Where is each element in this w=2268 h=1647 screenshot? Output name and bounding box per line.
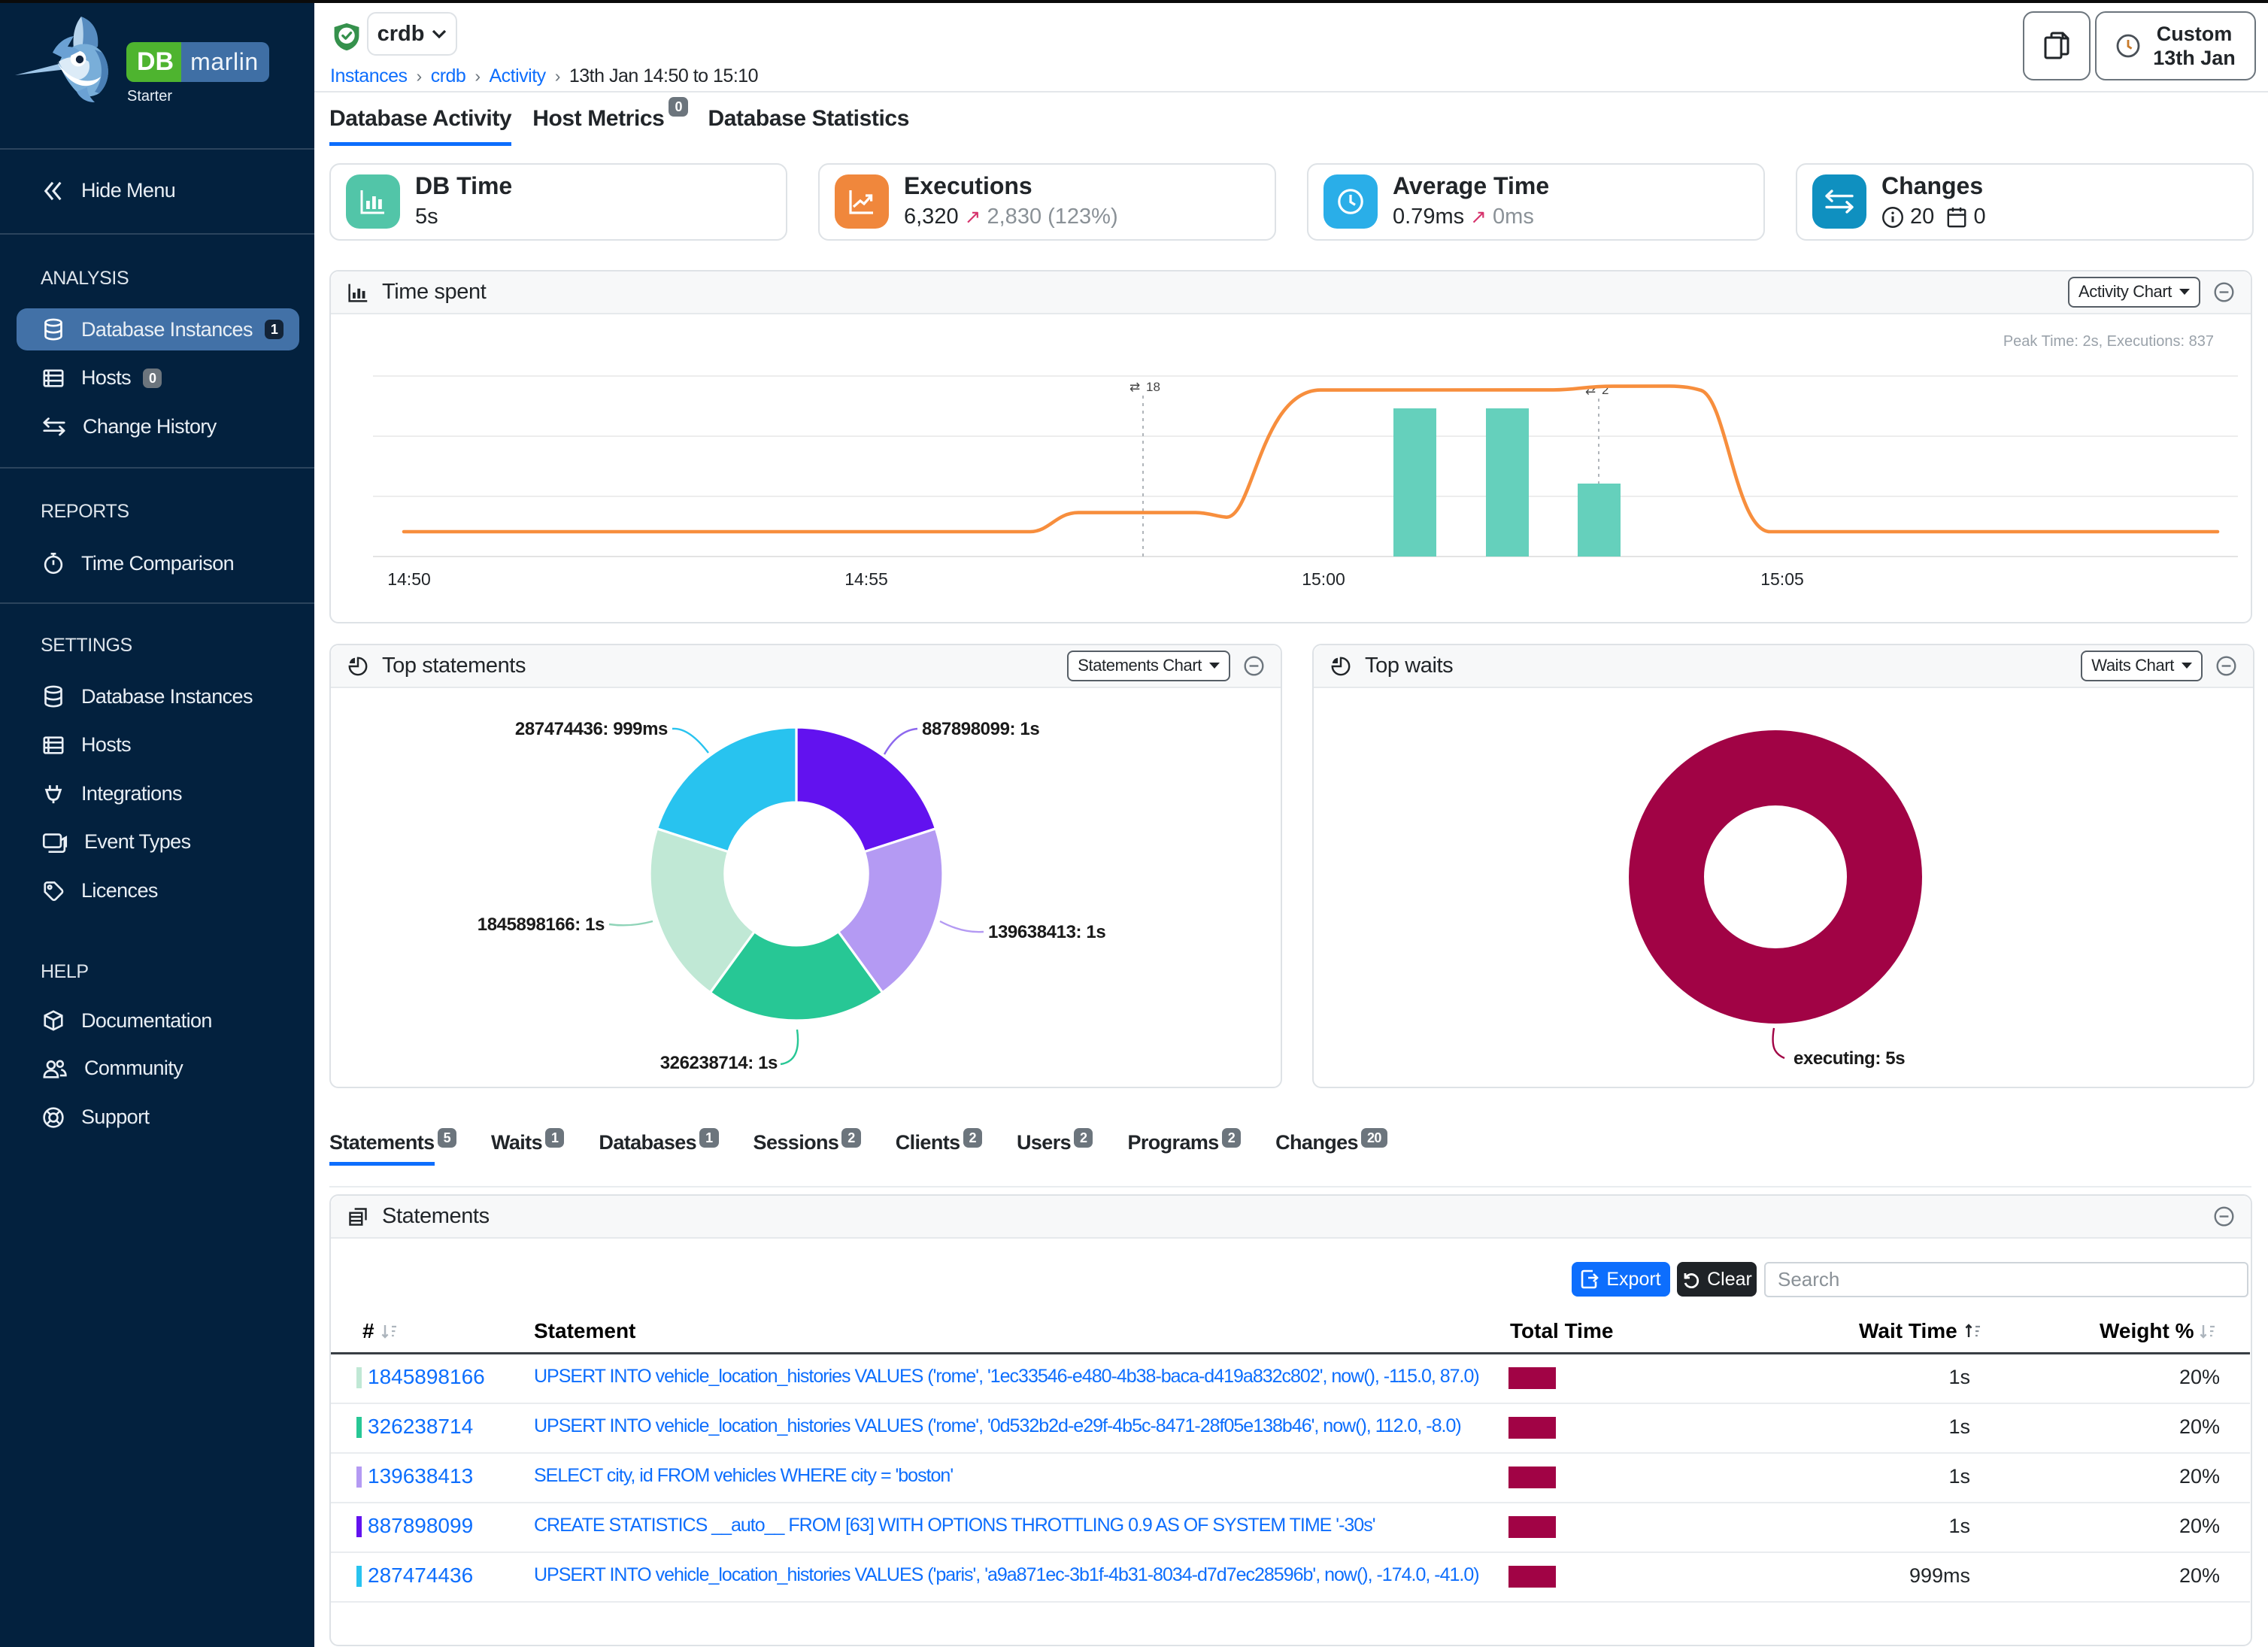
- svg-text:15:00: 15:00: [1302, 569, 1345, 589]
- svg-text:⇄: ⇄: [1129, 380, 1140, 394]
- svg-text:Peak Time: 2s, Executions: 837: Peak Time: 2s, Executions: 837: [2003, 333, 2214, 350]
- svg-text:287474436: 999ms: 287474436: 999ms: [515, 719, 668, 739]
- svg-text:1845898166: 1s: 1845898166: 1s: [478, 914, 605, 935]
- svg-text:326238714: 1s: 326238714: 1s: [660, 1053, 778, 1073]
- svg-text:15:05: 15:05: [1760, 569, 1804, 589]
- svg-text:887898099: 1s: 887898099: 1s: [922, 719, 1039, 739]
- svg-text:14:55: 14:55: [844, 569, 888, 589]
- svg-text:139638413: 1s: 139638413: 1s: [988, 922, 1105, 942]
- svg-text:2: 2: [1602, 383, 1609, 397]
- svg-text:executing: 5s: executing: 5s: [1793, 1048, 1905, 1069]
- svg-text:18: 18: [1146, 380, 1160, 394]
- svg-text:14:50: 14:50: [387, 569, 431, 589]
- svg-text:⇄: ⇄: [1585, 383, 1596, 397]
